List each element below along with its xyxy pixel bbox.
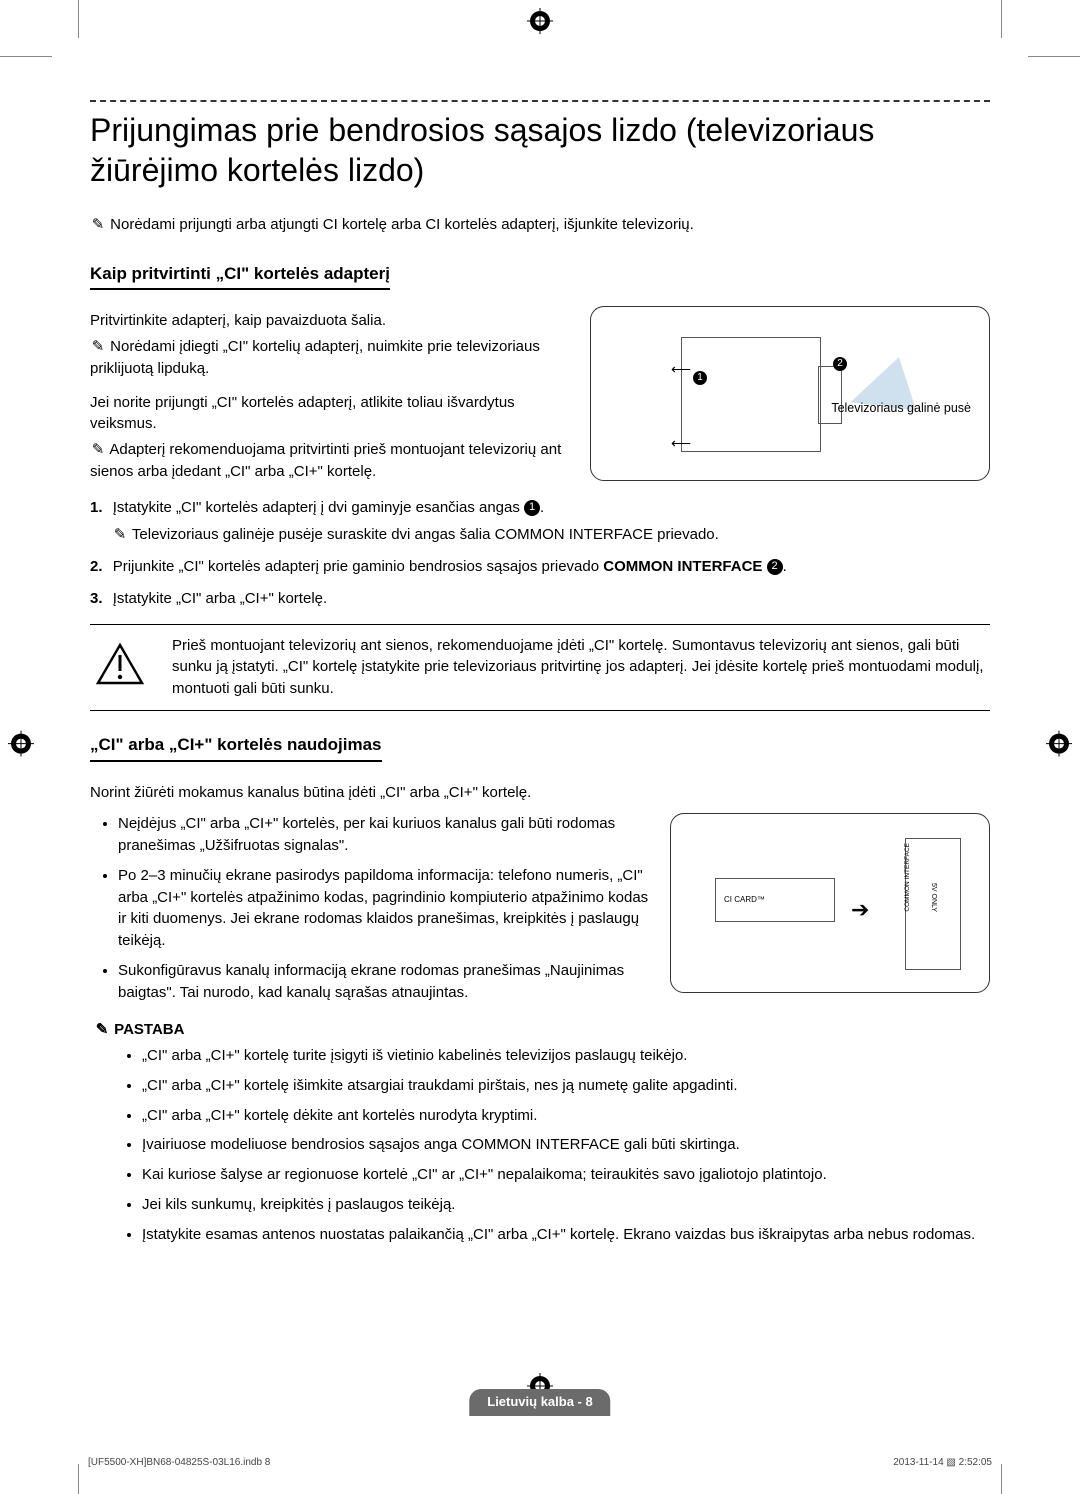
pastaba-heading: ✎ PASTABA xyxy=(94,1019,990,1041)
section1-p2: Jei norite prijungti „CI" kortelės adapt… xyxy=(90,392,570,436)
card-label: CI CARD™ xyxy=(724,894,765,906)
note-item: Jei kils sunkumų, kreipkitės į paslaugos… xyxy=(142,1194,990,1216)
step3-text: Įstatykite „CI" arba „CI+" kortelę. xyxy=(113,590,327,607)
marker-2-icon: 2 xyxy=(767,559,783,575)
guide-line xyxy=(1028,56,1080,57)
page-title: Prijungimas prie bendrosios sąsajos lizd… xyxy=(90,110,990,190)
crop-mark-left xyxy=(8,731,34,764)
crop-mark-top xyxy=(527,8,553,41)
page-content: Prijungimas prie bendrosios sąsajos lizd… xyxy=(90,70,990,1414)
callout-2: 2 xyxy=(833,357,847,371)
step-2: 2. Prijunkite „CI" kortelės adapterį pri… xyxy=(90,556,990,578)
section1-note2: ✎ Adapterį rekomenduojama pritvirtinti p… xyxy=(90,439,570,483)
note-icon: ✎ xyxy=(90,439,106,461)
section1-title: Kaip pritvirtinti „CI" kortelės adapterį xyxy=(90,262,390,291)
section-divider xyxy=(90,100,990,102)
warning-box: Prieš montuojant televizorių ant sienos,… xyxy=(90,624,990,711)
note-icon: ✎ xyxy=(90,336,106,358)
guide-line xyxy=(78,1464,79,1494)
step1-sub-text: Televizoriaus galinėje pusėje suraskite … xyxy=(132,526,719,543)
page-number-badge: Lietuvių kalba - 8 xyxy=(469,1389,610,1416)
doc-footer-right: 2013-11-14 ▧ 2:52:05 xyxy=(893,1456,992,1471)
bullet-item: Neįdėjus „CI" arba „CI+" kortelės, per k… xyxy=(118,813,650,857)
warning-icon xyxy=(96,643,144,692)
step1-sub: ✎ Televizoriaus galinėje pusėje suraskit… xyxy=(112,524,990,546)
doc-footer-left: [UF5500-XH]BN68-04825S-03L16.indb 8 xyxy=(88,1456,270,1471)
intro-note-text: Norėdami prijungti arba atjungti CI kort… xyxy=(110,216,694,233)
section2-p1: Norint žiūrėti mokamus kanalus būtina įd… xyxy=(90,782,990,804)
section1-p1: Pritvirtinkite adapterį, kaip pavaizduot… xyxy=(90,310,570,332)
note-item: „CI" arba „CI+" kortelę išimkite atsargi… xyxy=(142,1075,990,1097)
document-footer: [UF5500-XH]BN68-04825S-03L16.indb 8 2013… xyxy=(88,1456,992,1471)
arrow-icon: ➔ xyxy=(851,894,869,926)
section1-note2-text: Adapterį rekomenduojama pritvirtinti pri… xyxy=(90,441,561,480)
figure-tv-back: ⟵ ⟵ 1 2 Televizoriaus galinė pusė xyxy=(590,306,990,481)
warning-text: Prieš montuojant televizorių ant sienos,… xyxy=(172,635,984,700)
guide-line xyxy=(78,0,79,38)
note-item: „CI" arba „CI+" kortelę dėkite ant korte… xyxy=(142,1105,990,1127)
crop-mark-right xyxy=(1046,731,1072,764)
step2-bold: COMMON INTERFACE xyxy=(603,558,762,575)
bullet-item: Sukonfigūravus kanalų informaciją ekrane… xyxy=(118,960,650,1004)
step-1: 1. Įstatykite „CI" kortelės adapterį į d… xyxy=(90,497,990,547)
note-icon: ✎ xyxy=(112,524,128,546)
slot-label-1: COMMON INTERFACE xyxy=(903,843,912,912)
section1-note1-text: Norėdami įdiegti „CI" kortelių adapterį,… xyxy=(90,338,540,377)
section1-note1: ✎ Norėdami įdiegti „CI" kortelių adapter… xyxy=(90,336,570,380)
note-item: Įstatykite esamas antenos nuostatas pala… xyxy=(142,1224,990,1246)
note-icon: ✎ xyxy=(90,214,106,236)
step2-text: Prijunkite „CI" kortelės adapterį prie g… xyxy=(113,558,604,575)
guide-line xyxy=(1001,0,1002,38)
notes-list: „CI" arba „CI+" kortelę turite įsigyti i… xyxy=(90,1045,990,1245)
intro-note: ✎ Norėdami prijungti arba atjungti CI ko… xyxy=(90,214,990,236)
figure1-caption: Televizoriaus galinė pusė xyxy=(831,399,971,417)
note-icon: ✎ xyxy=(94,1019,110,1041)
note-item: Kai kuriose šalyse ar regionuose kortelė… xyxy=(142,1164,990,1186)
guide-line xyxy=(1001,1464,1002,1494)
figure-ci-card: CI CARD™ ➔ COMMON INTERFACE 5V ONLY xyxy=(670,813,990,993)
note-item: „CI" arba „CI+" kortelę turite įsigyti i… xyxy=(142,1045,990,1067)
guide-line xyxy=(0,56,52,57)
bullet-item: Po 2–3 minučių ekrane pasirodys papildom… xyxy=(118,865,650,952)
marker-1-icon: 1 xyxy=(524,500,540,516)
steps-list: 1. Įstatykite „CI" kortelės adapterį į d… xyxy=(90,497,990,610)
note-item: Įvairiuose modeliuose bendrosios sąsajos… xyxy=(142,1134,990,1156)
bullets-list: Neįdėjus „CI" arba „CI+" kortelės, per k… xyxy=(90,813,650,1003)
pastaba-label: PASTABA xyxy=(114,1021,184,1038)
step1-text: Įstatykite „CI" kortelės adapterį į dvi … xyxy=(113,499,524,516)
slot-label-2: 5V ONLY xyxy=(928,883,938,912)
section2-title: „CI" arba „CI+" kortelės naudojimas xyxy=(90,733,382,762)
step-3: 3. Įstatykite „CI" arba „CI+" kortelę. xyxy=(90,588,990,610)
